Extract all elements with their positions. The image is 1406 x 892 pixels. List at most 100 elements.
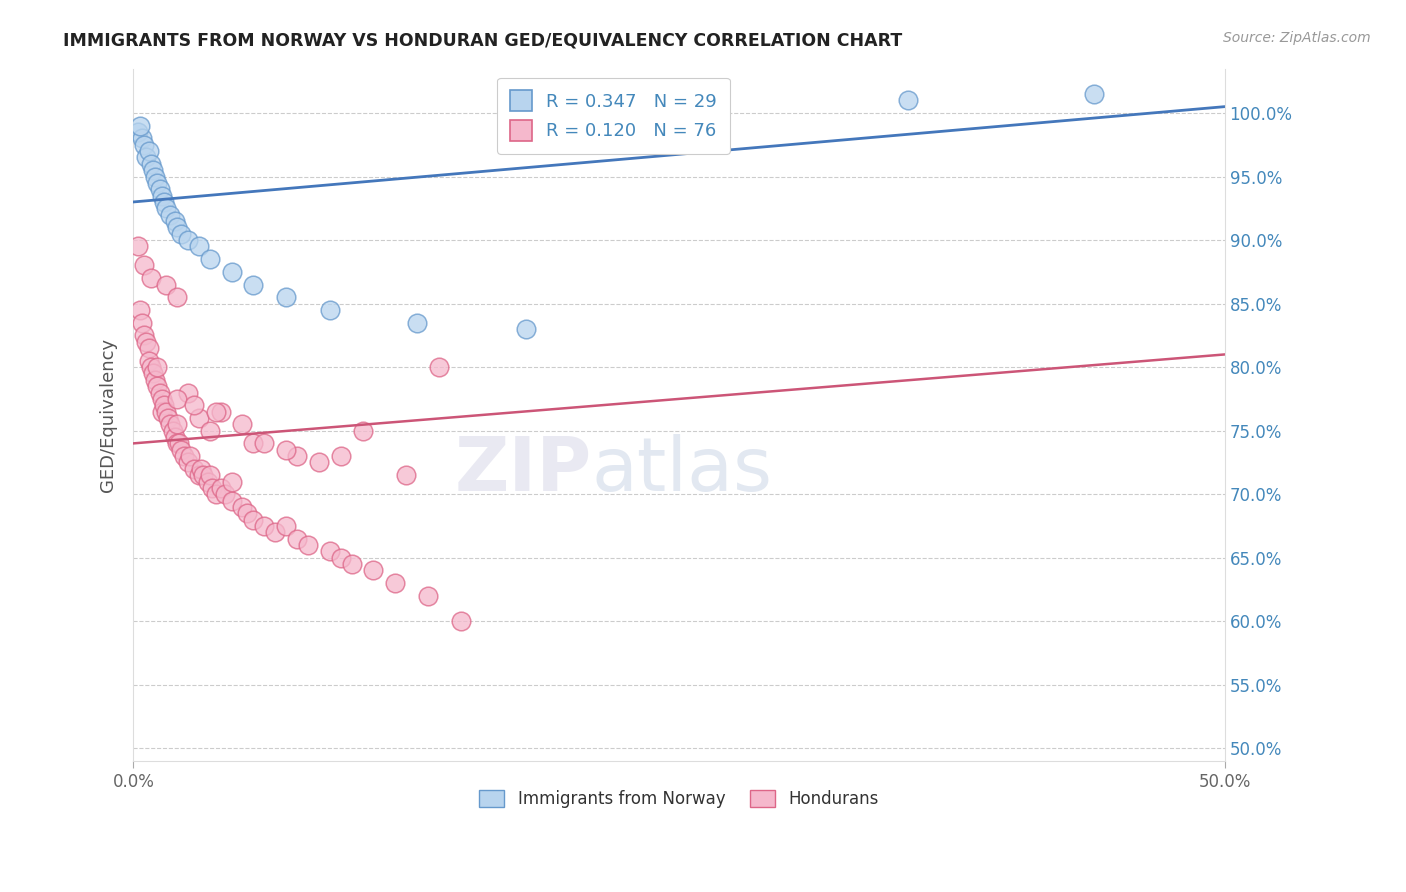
Legend: Immigrants from Norway, Hondurans: Immigrants from Norway, Hondurans <box>472 783 886 815</box>
Point <box>155 277 177 292</box>
Point <box>384 576 406 591</box>
Point <box>450 615 472 629</box>
Point <box>163 430 186 444</box>
Point <box>329 550 352 565</box>
Y-axis label: GED/Equivalency: GED/Equivalency <box>100 338 117 491</box>
Point <box>134 137 156 152</box>
Point <box>427 360 450 375</box>
Point <box>242 277 264 292</box>
Point <box>221 493 243 508</box>
Point <box>352 424 374 438</box>
Point <box>276 519 298 533</box>
Point <box>276 442 298 457</box>
Point <box>183 462 205 476</box>
Point <box>297 538 319 552</box>
Point <box>205 487 228 501</box>
Point <box>183 398 205 412</box>
Point <box>1083 87 1105 101</box>
Point <box>363 564 385 578</box>
Point <box>319 302 342 317</box>
Point <box>148 182 170 196</box>
Point <box>170 227 193 241</box>
Point <box>153 398 176 412</box>
Point <box>159 208 181 222</box>
Point <box>146 360 169 375</box>
Point <box>187 411 209 425</box>
Point <box>198 468 221 483</box>
Point <box>167 436 190 450</box>
Point <box>242 513 264 527</box>
Point <box>134 328 156 343</box>
Point <box>187 239 209 253</box>
Point <box>340 557 363 571</box>
Point <box>127 239 149 253</box>
Point <box>177 385 200 400</box>
Point <box>231 417 253 432</box>
Point <box>395 468 418 483</box>
Point <box>127 125 149 139</box>
Point <box>897 93 920 107</box>
Point <box>138 353 160 368</box>
Point <box>179 449 201 463</box>
Point <box>166 220 188 235</box>
Point <box>214 487 236 501</box>
Point <box>209 481 232 495</box>
Point <box>162 424 184 438</box>
Point <box>242 436 264 450</box>
Point <box>197 475 219 489</box>
Point <box>198 424 221 438</box>
Point <box>406 316 429 330</box>
Point <box>166 417 188 432</box>
Point <box>155 202 177 216</box>
Point <box>138 144 160 158</box>
Point <box>253 436 276 450</box>
Point <box>153 194 176 209</box>
Point <box>236 506 259 520</box>
Point <box>135 151 157 165</box>
Text: atlas: atlas <box>592 434 773 507</box>
Point <box>177 455 200 469</box>
Point <box>319 544 342 558</box>
Point <box>143 169 166 184</box>
Point <box>285 532 308 546</box>
Point <box>166 290 188 304</box>
Point <box>139 360 162 375</box>
Point <box>128 119 150 133</box>
Point <box>209 404 232 418</box>
Point <box>193 468 215 483</box>
Point <box>163 214 186 228</box>
Point <box>148 385 170 400</box>
Point <box>177 233 200 247</box>
Point <box>146 379 169 393</box>
Text: IMMIGRANTS FROM NORWAY VS HONDURAN GED/EQUIVALENCY CORRELATION CHART: IMMIGRANTS FROM NORWAY VS HONDURAN GED/E… <box>63 31 903 49</box>
Point <box>190 462 212 476</box>
Point <box>139 157 162 171</box>
Point <box>231 500 253 514</box>
Point <box>276 290 298 304</box>
Point <box>142 367 165 381</box>
Point <box>155 404 177 418</box>
Point <box>221 475 243 489</box>
Point <box>515 322 537 336</box>
Point <box>146 176 169 190</box>
Point <box>253 519 276 533</box>
Text: Source: ZipAtlas.com: Source: ZipAtlas.com <box>1223 31 1371 45</box>
Point <box>170 442 193 457</box>
Text: ZIP: ZIP <box>454 434 592 507</box>
Point <box>150 188 173 202</box>
Point <box>143 373 166 387</box>
Point <box>221 265 243 279</box>
Point <box>285 449 308 463</box>
Point <box>264 525 287 540</box>
Point <box>159 417 181 432</box>
Point <box>135 334 157 349</box>
Point <box>173 449 195 463</box>
Point <box>138 341 160 355</box>
Point <box>131 131 153 145</box>
Point <box>131 316 153 330</box>
Point <box>139 271 162 285</box>
Point <box>166 436 188 450</box>
Point <box>201 481 224 495</box>
Point <box>187 468 209 483</box>
Point <box>150 392 173 406</box>
